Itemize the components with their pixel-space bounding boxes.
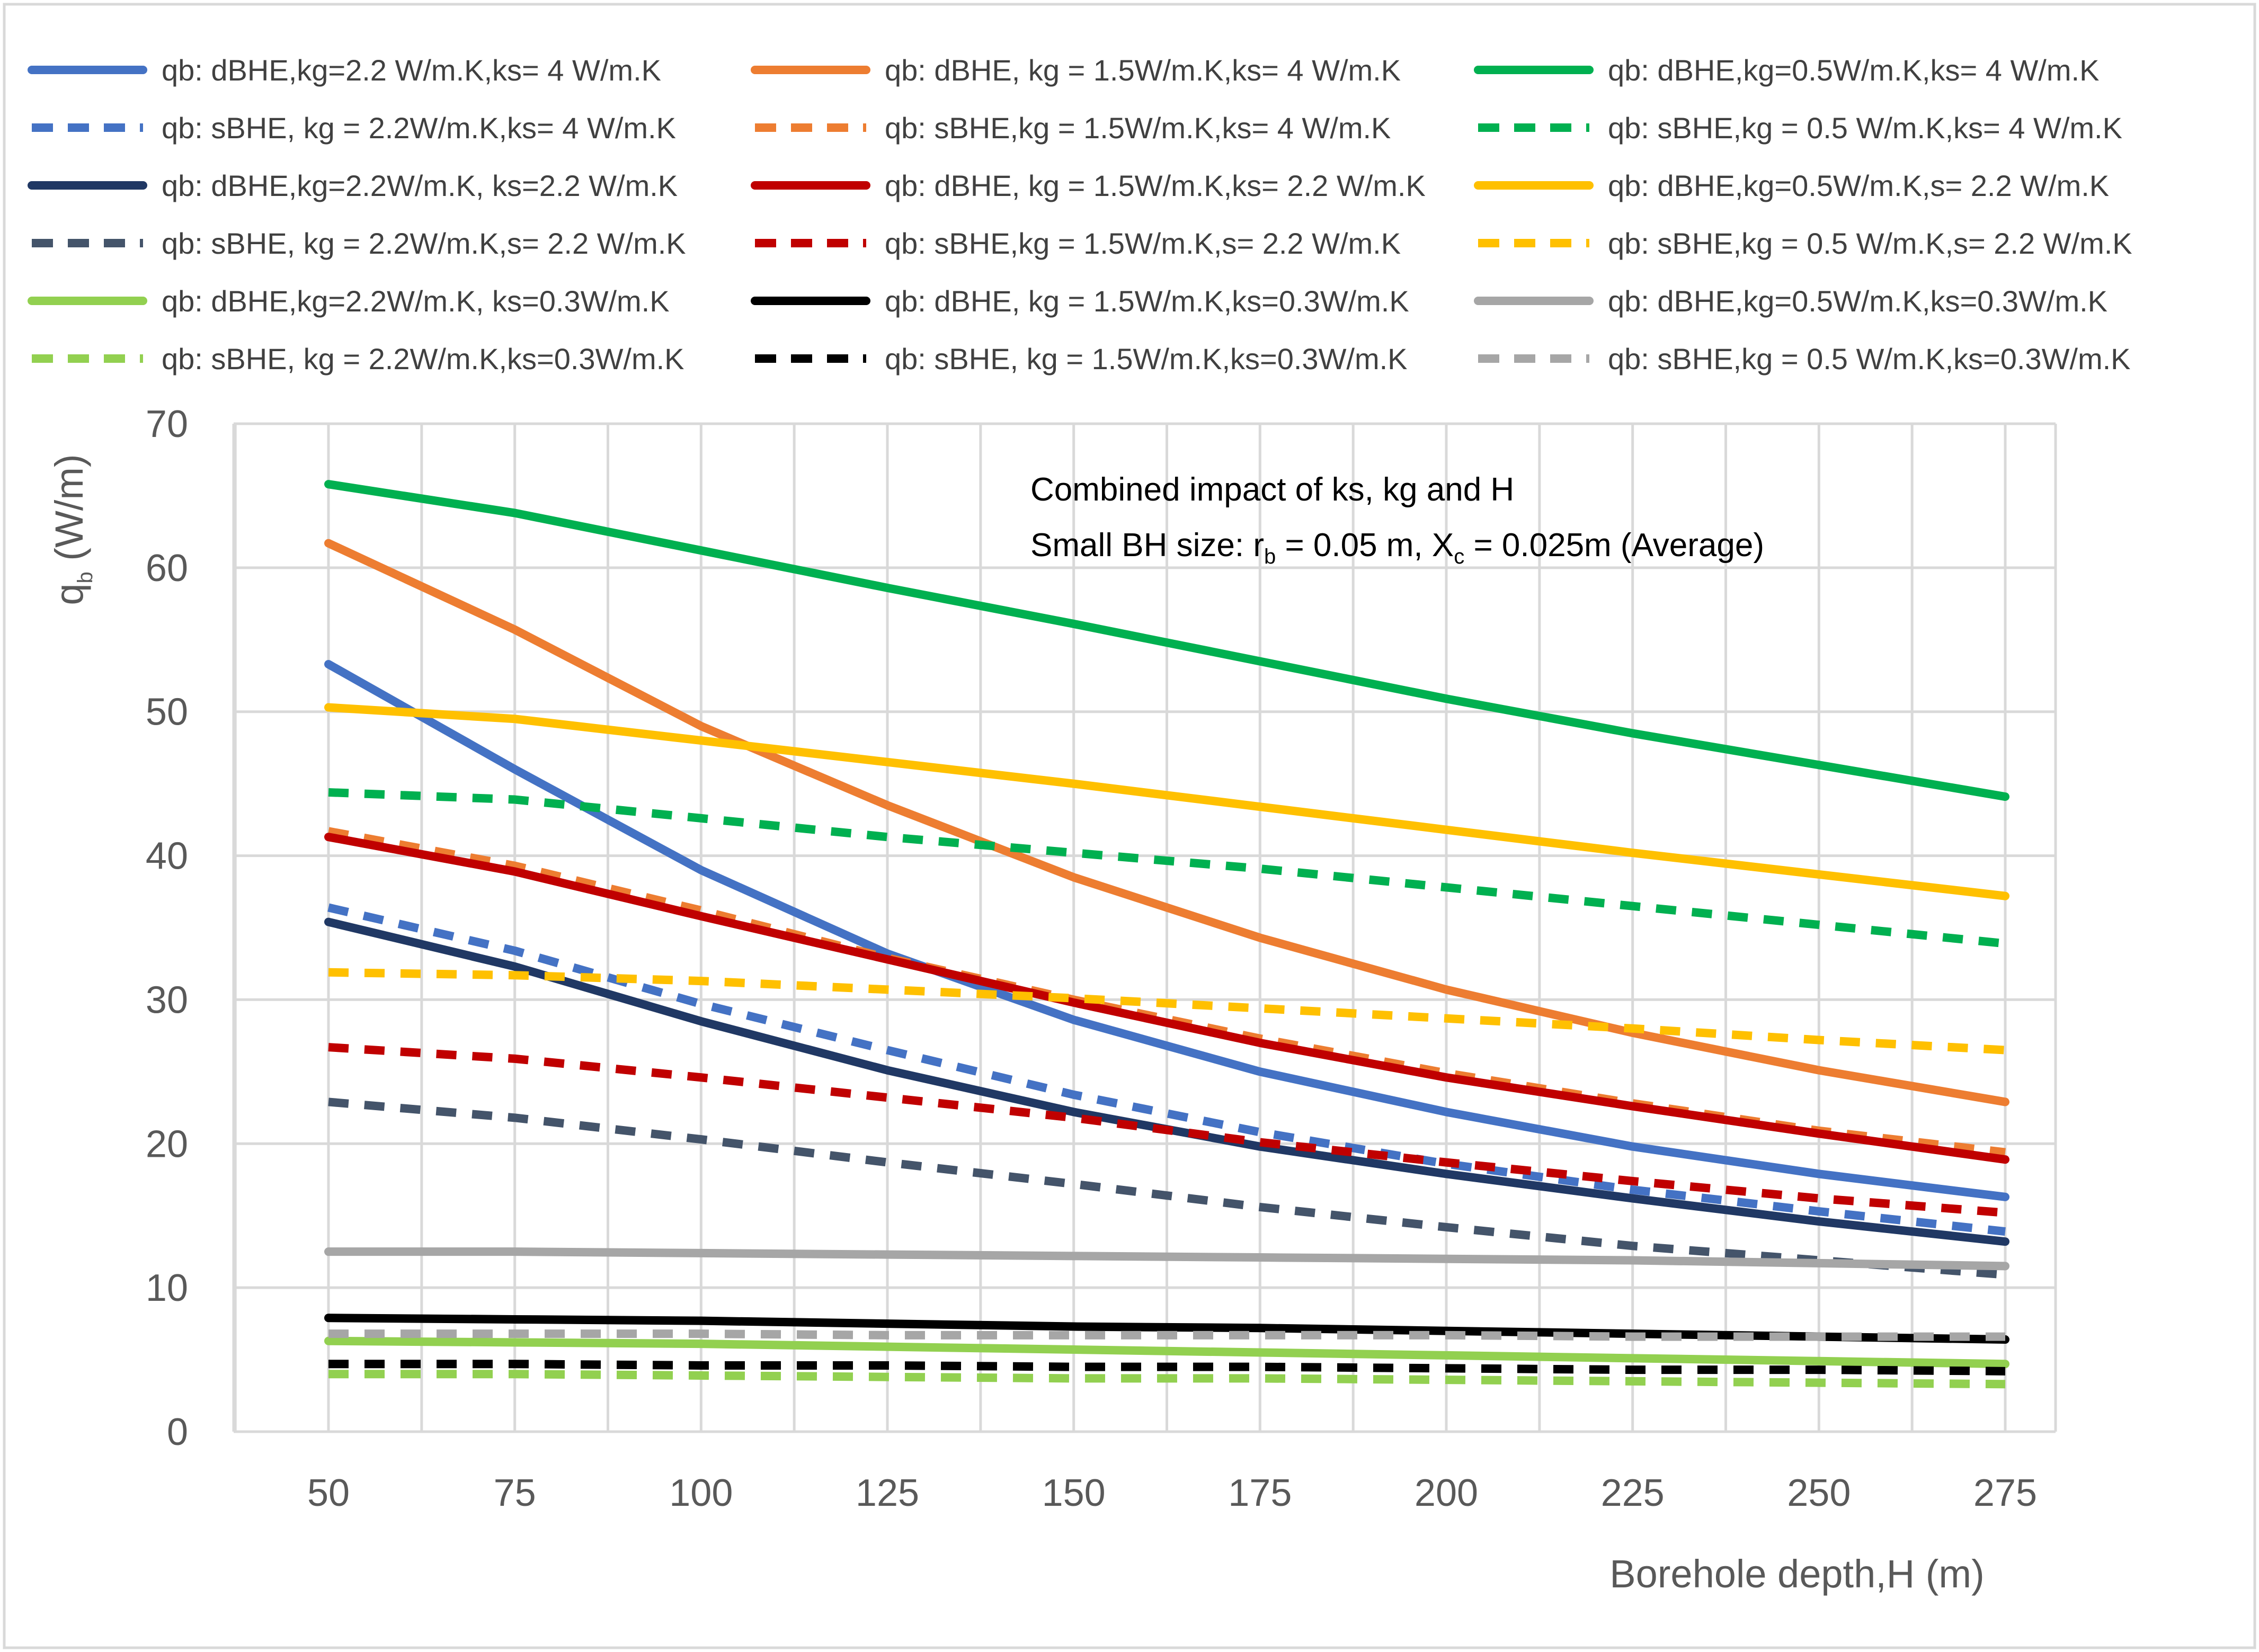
y-tick-label: 0: [167, 1411, 188, 1453]
series-line-18: [328, 1329, 2005, 1341]
legend-label-10: qb: sBHE, kg = 2.2W/m.K,s= 2.2 W/m.K: [162, 227, 686, 260]
x-tick-label: 200: [1415, 1472, 1478, 1514]
series-line-15: [324, 1247, 2009, 1271]
series-line-17: [328, 1360, 2006, 1376]
legend-label-7: qb: dBHE,kg=2.2W/m.K, ks=2.2 W/m.K: [162, 169, 678, 202]
series-line-1: [324, 660, 2009, 1201]
series-line-11: [328, 1043, 2006, 1217]
legend-label-9: qb: dBHE,kg=0.5W/m.K,s= 2.2 W/m.K: [1608, 169, 2109, 202]
y-axis-title: qb (W/m): [47, 454, 97, 605]
legend-label-4: qb: sBHE, kg = 2.2W/m.K,ks= 4 W/m.K: [162, 111, 676, 145]
series-line-16: [328, 1370, 2006, 1389]
series-line-13: [324, 1336, 2009, 1369]
x-tick-label: 100: [669, 1472, 733, 1514]
y-tick-label: 60: [146, 547, 188, 590]
legend-label-18: qb: sBHE,kg = 0.5 W/m.K,ks=0.3W/m.K: [1608, 342, 2131, 376]
x-tick-label: 50: [307, 1472, 350, 1514]
plot-series: [324, 480, 2009, 1389]
series-line-9: [324, 703, 2009, 900]
series-line-14: [324, 1314, 2009, 1344]
legend-label-11: qb: sBHE,kg = 1.5W/m.K,s= 2.2 W/m.K: [885, 227, 1401, 260]
annotation-text-e: = 0.025m (Average): [1464, 527, 1764, 564]
annotation-sub-b: b: [1264, 545, 1276, 568]
y-tick-label: 40: [146, 835, 188, 878]
series-line-3: [324, 480, 2009, 801]
legend-label-12: qb: sBHE,kg = 0.5 W/m.K,s= 2.2 W/m.K: [1608, 227, 2132, 260]
x-tick-label: 275: [1973, 1472, 2037, 1514]
legend-label-5: qb: sBHE,kg = 1.5W/m.K,ks= 4 W/m.K: [885, 111, 1391, 145]
y-tick-label: 70: [146, 403, 188, 445]
y-tick-label: 20: [146, 1123, 188, 1165]
x-tick-label: 225: [1601, 1472, 1665, 1514]
annotation-text-a: Small BH size: r: [1030, 527, 1264, 564]
legend-label-6: qb: sBHE,kg = 0.5 W/m.K,ks= 4 W/m.K: [1608, 111, 2122, 145]
series-line-2: [324, 539, 2009, 1106]
legend: qb: dBHE,kg=2.2 W/m.K,ks= 4 W/m.K qb: dBH…: [28, 53, 2132, 376]
x-axis-title: Borehole depth,H (m): [1609, 1552, 1984, 1596]
y-tick-label: 10: [146, 1267, 188, 1309]
legend-label-17: qb: sBHE, kg = 1.5W/m.K,ks=0.3W/m.K: [885, 342, 1408, 376]
series-line-8: [324, 833, 2009, 1164]
series-line-6: [328, 788, 2006, 948]
annotation-sub-c: c: [1454, 545, 1464, 568]
legend-label-3: qb: dBHE,kg=0.5W/m.K,ks= 4 W/m.K: [1608, 53, 2099, 87]
legend-label-8: qb: dBHE, kg = 1.5W/m.K,ks= 2.2 W/m.K: [885, 169, 1426, 202]
series-line-12: [328, 968, 2006, 1055]
x-tick-label: 75: [494, 1472, 536, 1514]
legend-label-1: qb: dBHE,kg=2.2 W/m.K,ks= 4 W/m.K: [162, 53, 661, 87]
x-tick-label: 175: [1228, 1472, 1292, 1514]
annotation-text-c: = 0.05 m, X: [1276, 527, 1454, 564]
legend-label-15: qb: dBHE,kg=0.5W/m.K,ks=0.3W/m.K: [1608, 284, 2107, 318]
y-tick-label: 50: [146, 691, 188, 734]
legend-label-13: qb: dBHE,kg=2.2W/m.K, ks=0.3W/m.K: [162, 284, 670, 318]
legend-label-2: qb: dBHE, kg = 1.5W/m.K,ks= 4 W/m.K: [885, 53, 1401, 87]
x-tick-label: 250: [1787, 1472, 1851, 1514]
y-axis-title-subscript: b: [74, 571, 97, 583]
series-line-10: [328, 1097, 2006, 1279]
grid: [232, 422, 2057, 1433]
annotation-line-1: Combined impact of ks, kg and H: [1030, 471, 1514, 508]
y-axis-ticks: 0 10 20 30 40 50 60 70: [146, 403, 188, 1453]
legend-label-14: qb: dBHE, kg = 1.5W/m.K,ks=0.3W/m.K: [885, 284, 1409, 318]
annotation-line-2: Small BH size: rb = 0.05 m, Xc = 0.025m …: [1030, 527, 1764, 568]
x-axis-ticks: 50 75 100 125 150 175 200 225 250 275: [307, 1472, 2037, 1514]
legend-label-16: qb: sBHE, kg = 2.2W/m.K,ks=0.3W/m.K: [162, 342, 684, 376]
x-tick-label: 125: [856, 1472, 919, 1514]
x-tick-label: 150: [1042, 1472, 1106, 1514]
y-axis-title-units: (W/m): [47, 454, 91, 571]
y-tick-label: 30: [146, 979, 188, 1021]
y-axis-title-q: q: [47, 584, 91, 605]
